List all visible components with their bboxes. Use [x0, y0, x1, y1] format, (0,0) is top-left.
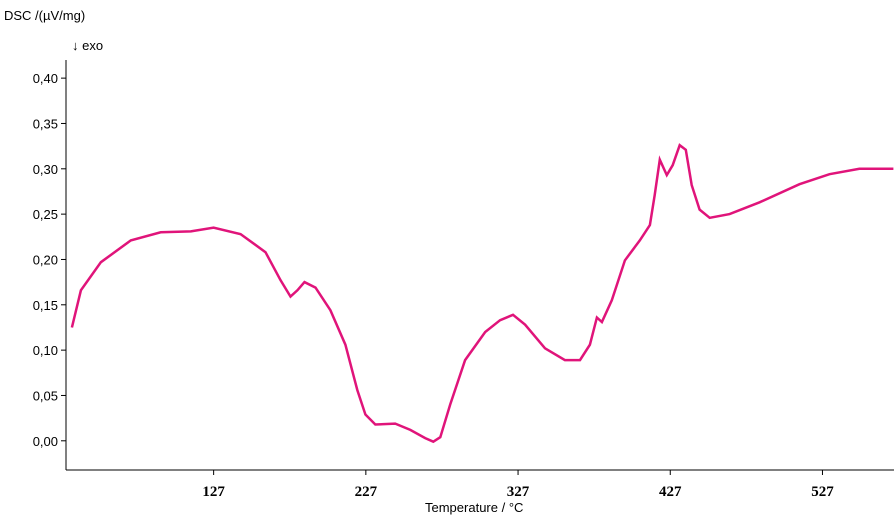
y-tick-label: 0,35	[33, 116, 58, 131]
x-tick-label: 427	[659, 484, 682, 500]
y-tick-label: 0,25	[33, 207, 58, 222]
data-line	[70, 143, 894, 444]
x-tick-label: 227	[355, 484, 378, 500]
y-tick-label: 0,40	[33, 71, 58, 86]
y-tick-label: 0,15	[33, 298, 58, 313]
y-tick-label: 0,10	[33, 343, 58, 358]
annotation: ↓ exo	[72, 38, 103, 53]
x-tick-label: 327	[507, 484, 530, 500]
y-axis-label: DSC /(µV/mg)	[4, 8, 85, 23]
x-tick-label: 127	[202, 484, 225, 500]
y-tick-label: 0,20	[33, 252, 58, 267]
x-tick-label: 527	[811, 484, 834, 500]
y-tick-label: 0,05	[33, 388, 58, 403]
x-axis-label: Temperature / °C	[425, 500, 523, 515]
y-tick-label: 0,30	[33, 162, 58, 177]
y-tick-label: 0,00	[33, 434, 58, 449]
